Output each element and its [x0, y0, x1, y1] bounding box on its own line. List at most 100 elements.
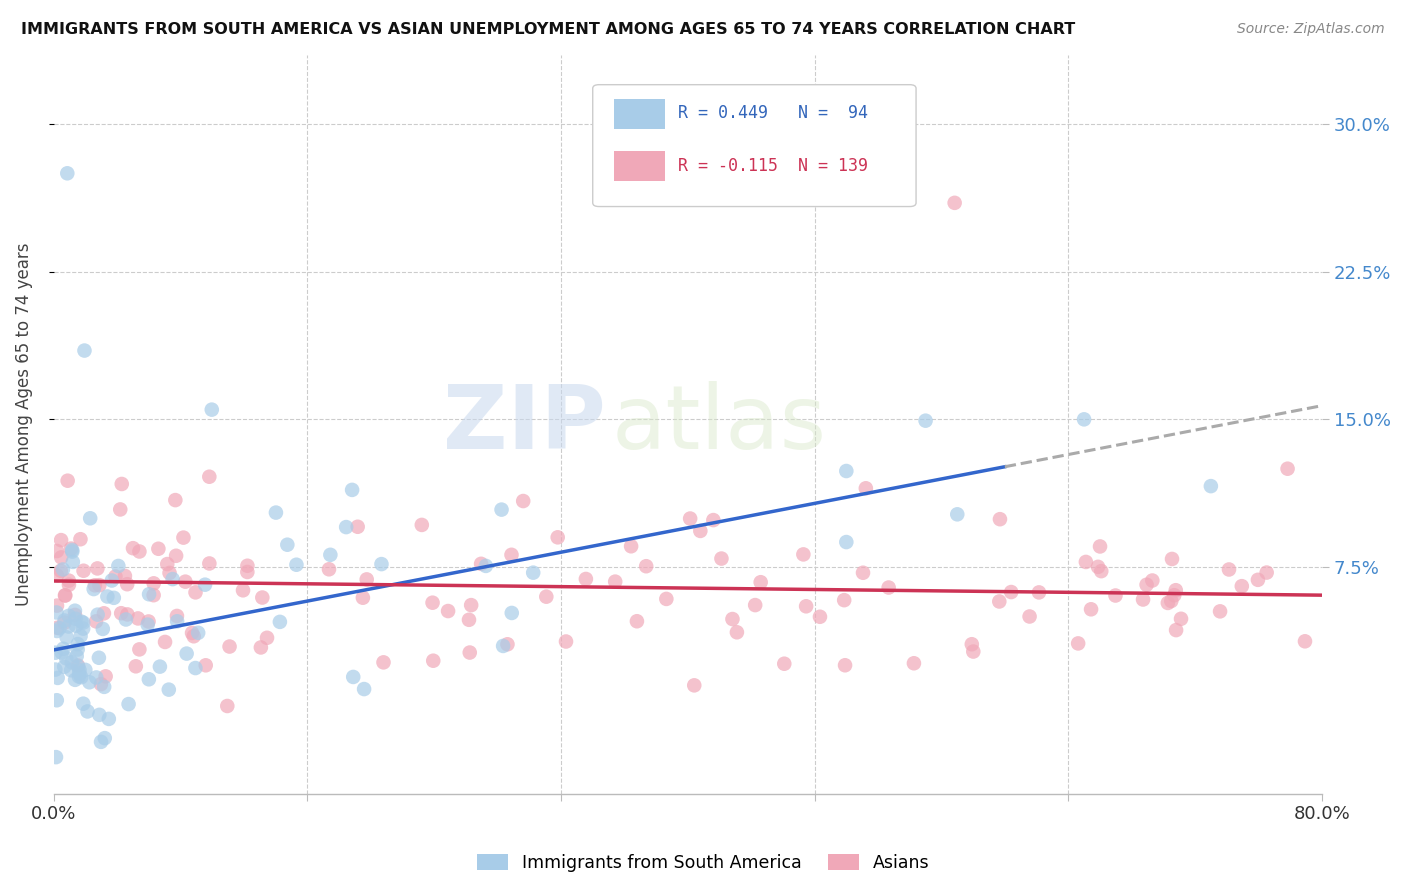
Point	[136, 617, 159, 632]
Point	[1157, 596, 1180, 610]
Point	[187, 625, 209, 640]
Point	[218, 640, 240, 654]
Point	[1000, 585, 1022, 599]
Point	[458, 646, 481, 660]
Point	[852, 566, 875, 580]
Point	[960, 637, 983, 651]
Point	[689, 524, 711, 538]
FancyBboxPatch shape	[614, 151, 665, 181]
Point	[172, 531, 194, 545]
Point	[125, 659, 148, 673]
Point	[492, 639, 515, 653]
Point	[679, 511, 702, 525]
Point	[122, 541, 145, 556]
Point	[1080, 602, 1102, 616]
Point	[66, 642, 89, 657]
Point	[46, 671, 69, 685]
Point	[276, 538, 298, 552]
Point	[501, 606, 523, 620]
Point	[655, 591, 678, 606]
Point	[792, 548, 814, 562]
Point	[352, 591, 374, 605]
Point	[184, 661, 207, 675]
Point	[1256, 566, 1278, 580]
Point	[165, 549, 187, 563]
Point	[250, 640, 273, 655]
Point	[63, 604, 86, 618]
Point	[76, 705, 98, 719]
Point	[55, 631, 77, 645]
Point	[165, 493, 187, 508]
Point	[69, 533, 91, 547]
Point	[988, 512, 1011, 526]
Point	[184, 585, 207, 599]
Point	[128, 642, 150, 657]
Point	[44, 646, 66, 660]
Text: ZIP: ZIP	[443, 381, 606, 468]
Point	[115, 612, 138, 626]
Point	[1018, 609, 1040, 624]
Point	[264, 506, 287, 520]
Point	[794, 599, 817, 614]
Point	[94, 731, 117, 746]
Point	[97, 712, 120, 726]
Point	[319, 548, 342, 562]
Point	[110, 606, 132, 620]
Text: IMMIGRANTS FROM SOUTH AMERICA VS ASIAN UNEMPLOYMENT AMONG AGES 65 TO 74 YEARS CO: IMMIGRANTS FROM SOUTH AMERICA VS ASIAN U…	[21, 22, 1076, 37]
Point	[946, 508, 969, 522]
Point	[69, 629, 91, 643]
FancyBboxPatch shape	[593, 85, 917, 207]
Point	[342, 670, 364, 684]
Point	[53, 660, 76, 674]
Point	[422, 596, 444, 610]
Point	[626, 614, 648, 628]
Point	[834, 658, 856, 673]
Point	[162, 572, 184, 586]
Point	[522, 566, 544, 580]
Point	[107, 558, 129, 573]
Point	[60, 543, 83, 558]
Point	[49, 533, 72, 548]
Point	[744, 598, 766, 612]
Point	[138, 615, 160, 629]
Point	[115, 577, 138, 591]
Point	[217, 698, 239, 713]
Point	[127, 611, 149, 625]
Point	[138, 673, 160, 687]
Point	[53, 588, 76, 602]
Point	[236, 565, 259, 579]
Point	[117, 607, 139, 622]
Point	[93, 607, 115, 621]
Point	[194, 658, 217, 673]
Point	[636, 559, 658, 574]
Text: atlas: atlas	[612, 381, 827, 468]
Point	[53, 614, 76, 628]
Point	[73, 343, 96, 358]
Point	[373, 656, 395, 670]
Point	[411, 517, 433, 532]
Point	[60, 663, 83, 677]
Point	[547, 530, 569, 544]
Point	[475, 558, 498, 573]
Point	[45, 750, 67, 764]
Point	[45, 606, 67, 620]
Point	[835, 535, 858, 549]
Point	[66, 658, 89, 673]
Point	[87, 650, 110, 665]
Point	[1028, 585, 1050, 599]
Point	[1104, 589, 1126, 603]
Point	[855, 481, 877, 495]
Point	[66, 637, 89, 651]
Point	[1073, 412, 1095, 426]
FancyBboxPatch shape	[614, 99, 665, 129]
Point	[90, 677, 112, 691]
Point	[60, 544, 83, 558]
Point	[1142, 574, 1164, 588]
Point	[832, 593, 855, 607]
Point	[346, 520, 368, 534]
Point	[914, 414, 936, 428]
Point	[962, 644, 984, 658]
Point	[67, 659, 90, 673]
Point	[91, 622, 114, 636]
Point	[198, 557, 221, 571]
